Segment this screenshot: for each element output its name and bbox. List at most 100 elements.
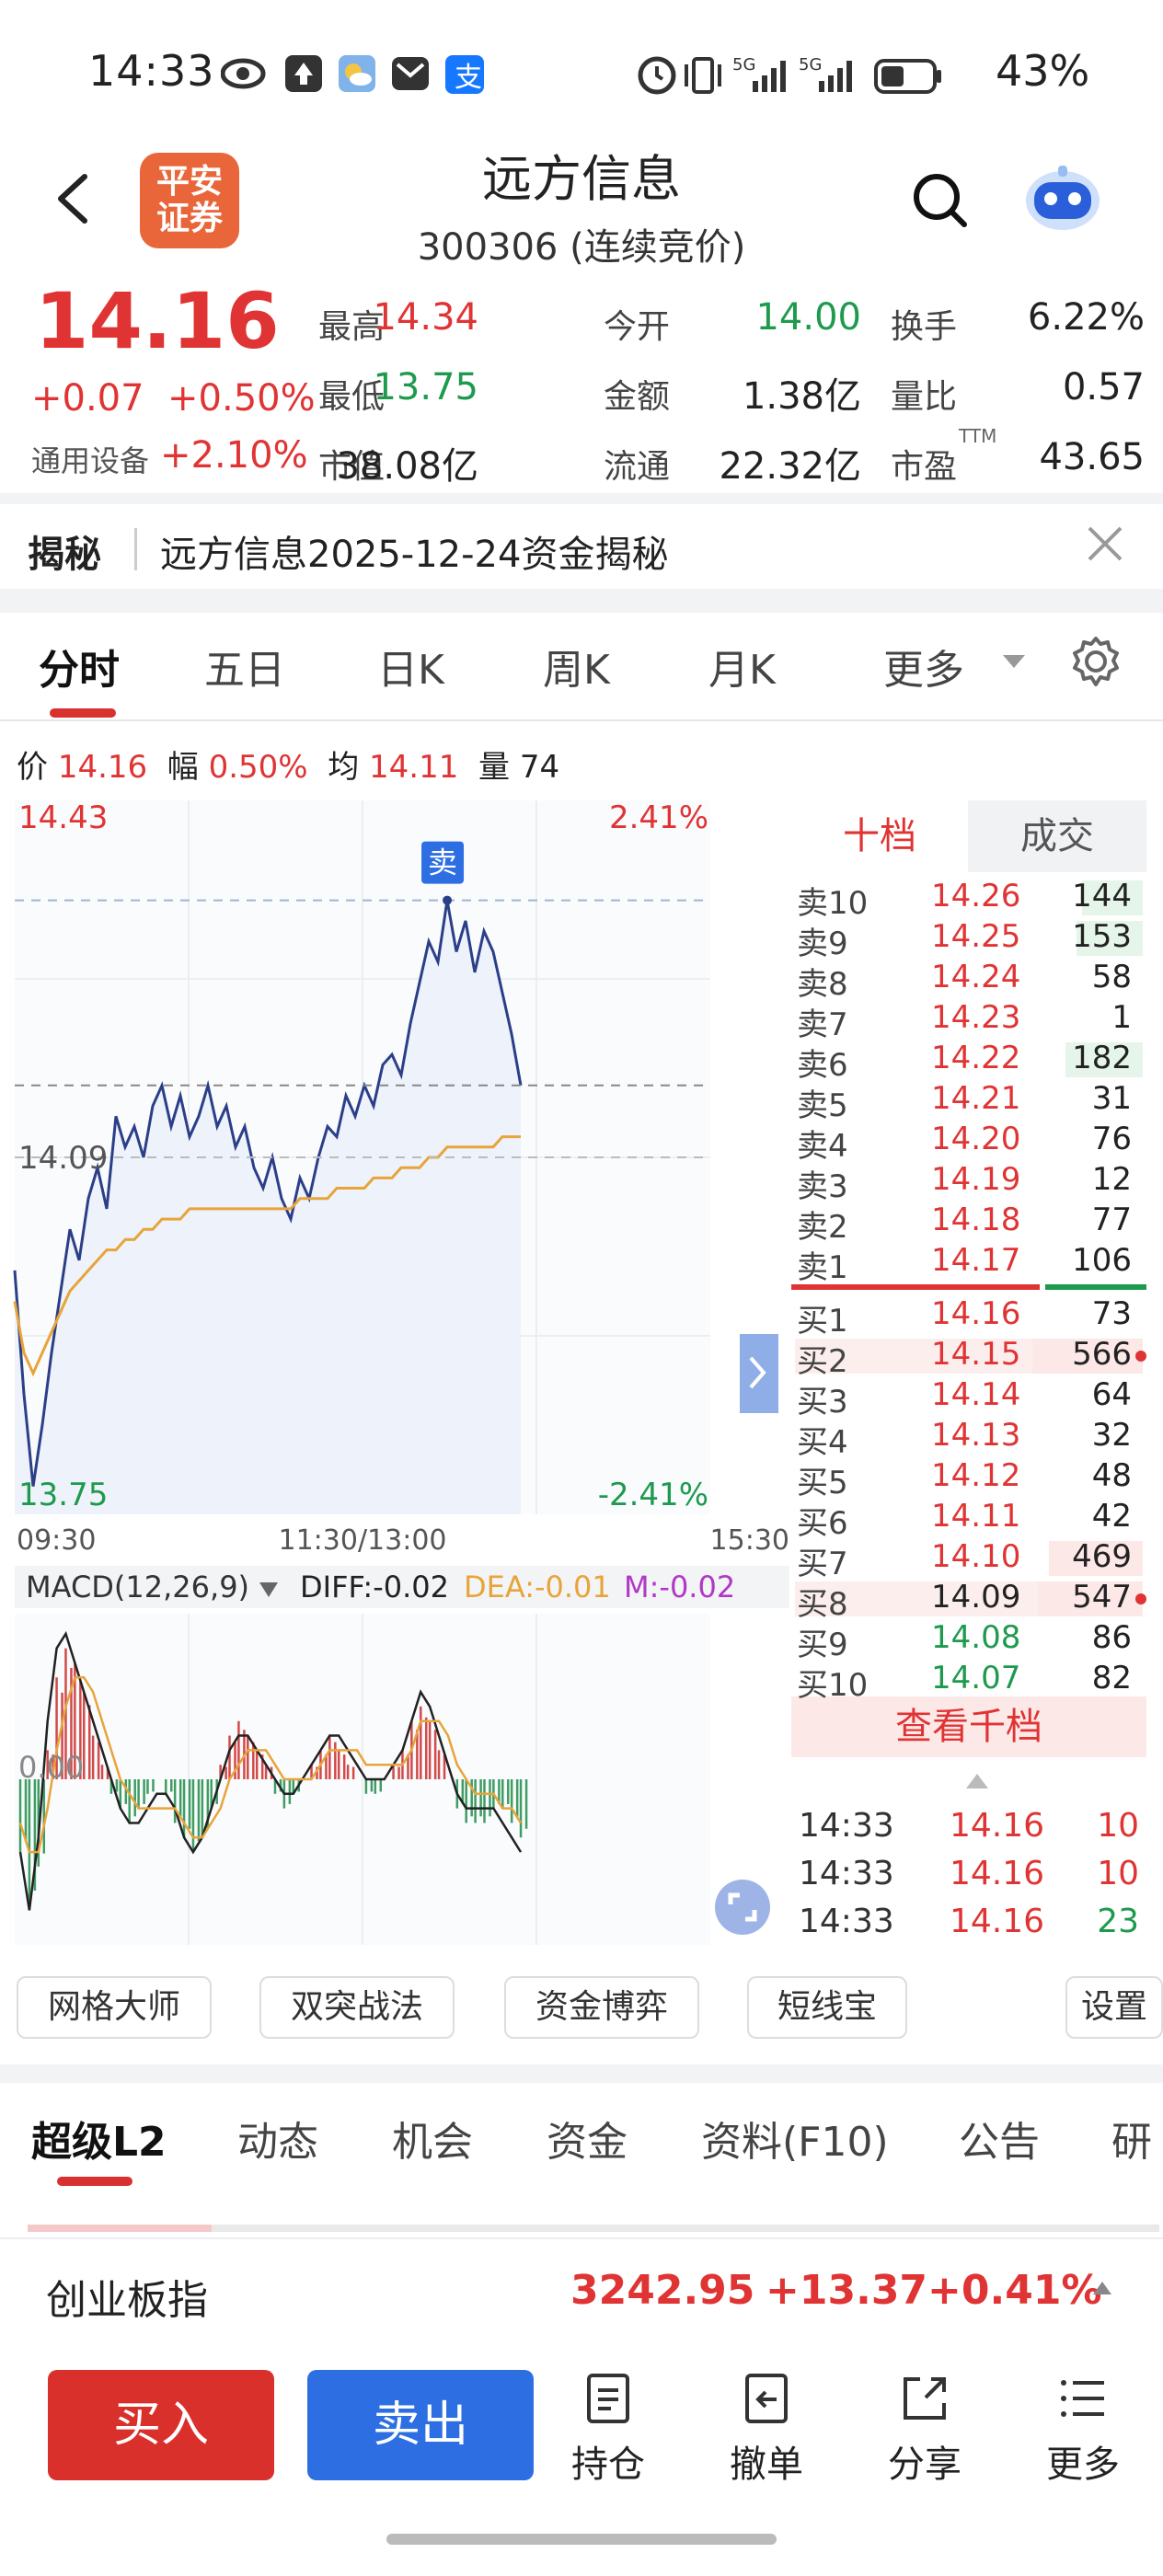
level-label: 买10	[797, 1667, 869, 1704]
ask-row[interactable]: 卖6 14.22 182	[795, 1040, 1143, 1084]
stat-value: 1.38亿	[742, 375, 861, 418]
stat-label: 最低	[318, 378, 386, 416]
view-more-levels-button[interactable]: 查看千档	[791, 1696, 1146, 1757]
sub-tab[interactable]: 超级L2	[31, 2119, 167, 2166]
ask-row[interactable]: 卖4 14.20 76	[795, 1121, 1143, 1165]
triangle-up-icon	[966, 1774, 988, 1788]
y-left-top: 14.43	[18, 799, 108, 836]
macd-diff: DIFF:-0.02	[300, 1570, 449, 1604]
ask-row[interactable]: 卖5 14.21 31	[795, 1080, 1143, 1124]
gear-icon[interactable]	[1069, 635, 1123, 688]
macd-dea: DEA:-0.01	[464, 1570, 611, 1604]
tabs-border	[0, 719, 1163, 721]
feature-button[interactable]: 双突战法	[259, 1976, 455, 2039]
sub-tab[interactable]: 机会	[392, 2119, 473, 2166]
home-indicator[interactable]	[386, 2534, 777, 2545]
intraday-chart[interactable]: 卖 14.43 14.09 13.75 2.41% -2.41% 09:30 1…	[0, 791, 791, 1950]
level-volume: 12	[1091, 1161, 1132, 1198]
level-price: 14.15	[931, 1336, 1021, 1373]
volume-bar	[1032, 1339, 1143, 1374]
level-volume: 64	[1091, 1376, 1132, 1413]
trade-row: 14:33 14.16 23	[795, 1903, 1146, 1950]
reveal-link[interactable]: 远方信息2025-12-24资金揭秘	[160, 534, 669, 576]
chart-tab[interactable]: 五日	[204, 647, 285, 694]
level-volume: 73	[1091, 1295, 1132, 1332]
bid-row[interactable]: 买5 14.12 48	[795, 1457, 1143, 1501]
chart-tab[interactable]: 月K	[708, 647, 776, 694]
chart-tab[interactable]: 周K	[543, 647, 610, 694]
sector-label[interactable]: 通用设备	[31, 443, 150, 478]
sell-button[interactable]: 卖出	[307, 2370, 534, 2480]
level-price: 14.12	[931, 1457, 1021, 1494]
close-icon[interactable]	[1084, 523, 1126, 565]
sub-tab[interactable]: 资金	[547, 2119, 628, 2166]
ask-row[interactable]: 卖10 14.26 144	[795, 878, 1143, 922]
feature-button[interactable]: 设置	[1065, 1976, 1163, 2039]
level-price: 14.17	[931, 1242, 1021, 1279]
document-icon	[587, 2374, 629, 2423]
bid-row[interactable]: 买8 14.09 547	[795, 1579, 1146, 1623]
feature-button[interactable]: 资金博弈	[504, 1976, 699, 2039]
level-volume: 86	[1091, 1619, 1132, 1656]
chart-tab[interactable]: 更多	[883, 647, 964, 694]
chevron-down-icon[interactable]	[1001, 651, 1027, 672]
level-label: 买6	[797, 1505, 848, 1542]
stat-value: 22.32亿	[719, 445, 861, 488]
bid-row[interactable]: 买6 14.11 42	[795, 1498, 1143, 1542]
divider	[0, 493, 1163, 504]
more-button[interactable]: 更多	[1032, 2372, 1134, 2488]
holdings-button[interactable]: 持仓	[558, 2372, 659, 2488]
bid-row[interactable]: 买7 14.10 469	[795, 1538, 1143, 1582]
feature-button[interactable]: 网格大师	[17, 1976, 212, 2039]
ask-row[interactable]: 卖8 14.24 58	[795, 959, 1143, 1003]
level-volume: 32	[1091, 1417, 1132, 1454]
stat-label: 换手	[891, 308, 958, 346]
vibrate-icon	[685, 57, 721, 94]
stat-sup: TTM	[959, 425, 997, 447]
sub-tab[interactable]: 研	[1111, 2119, 1152, 2166]
sub-tab[interactable]: 动态	[237, 2119, 318, 2166]
share-button[interactable]: 分享	[874, 2372, 975, 2488]
sub-tab[interactable]: 公告	[959, 2119, 1040, 2166]
bid-row[interactable]: 买10 14.07 82	[795, 1660, 1143, 1704]
ask-row[interactable]: 卖7 14.23 1	[795, 999, 1143, 1043]
triangle-up-icon[interactable]	[1091, 2280, 1113, 2296]
bid-row[interactable]: 买2 14.15 566	[795, 1336, 1146, 1380]
stat-label: 量比	[891, 378, 958, 416]
bid-row[interactable]: 买3 14.14 64	[795, 1376, 1143, 1420]
stat-value: 14.34	[373, 296, 478, 339]
svg-text:5G: 5G	[732, 55, 755, 75]
back-arrow-icon[interactable]	[48, 171, 103, 226]
buy-button[interactable]: 买入	[48, 2370, 274, 2480]
fullscreen-icon[interactable]	[714, 1879, 771, 1936]
level-label: 买5	[797, 1465, 848, 1501]
bid-row[interactable]: 买9 14.08 86	[795, 1619, 1143, 1663]
level-price: 14.19	[931, 1161, 1021, 1198]
bid-row[interactable]: 买4 14.13 32	[795, 1417, 1143, 1461]
trade-price: 14.16	[950, 1855, 1045, 1892]
chevron-right-icon	[749, 1356, 766, 1389]
feature-button[interactable]: 短线宝	[747, 1976, 907, 2039]
search-icon[interactable]	[911, 171, 970, 230]
cancel-order-button[interactable]: 撤单	[716, 2372, 817, 2488]
ai-assistant-robot-icon[interactable]	[1021, 162, 1104, 236]
chart-tab[interactable]: 日K	[377, 647, 444, 694]
bid-row[interactable]: 买1 14.16 73	[795, 1295, 1143, 1340]
sub-tab[interactable]: 资料(F10)	[701, 2119, 889, 2166]
ask-row[interactable]: 卖3 14.19 12	[795, 1161, 1143, 1205]
trade-time: 14:33	[799, 1855, 894, 1892]
macd-histogram	[18, 1648, 528, 1911]
menu-icon	[1061, 2380, 1104, 2417]
tab-ten-levels[interactable]: 十档	[791, 800, 968, 872]
tab-trades[interactable]: 成交	[968, 800, 1146, 872]
ask-row[interactable]: 卖2 14.18 77	[795, 1202, 1143, 1246]
ask-row[interactable]: 卖1 14.17 106	[795, 1242, 1143, 1286]
level-label: 买7	[797, 1546, 848, 1582]
macd-label: MACD(12,26,9)	[26, 1570, 249, 1604]
chart-tab[interactable]: 分时	[39, 647, 120, 694]
index-bar[interactable]	[0, 2237, 1163, 2348]
signal-icon-1: 5G	[732, 55, 786, 92]
ask-row[interactable]: 卖9 14.25 153	[795, 918, 1143, 962]
subtab-underline	[57, 2177, 132, 2186]
price-change: +0.07 +0.50%	[31, 377, 316, 420]
